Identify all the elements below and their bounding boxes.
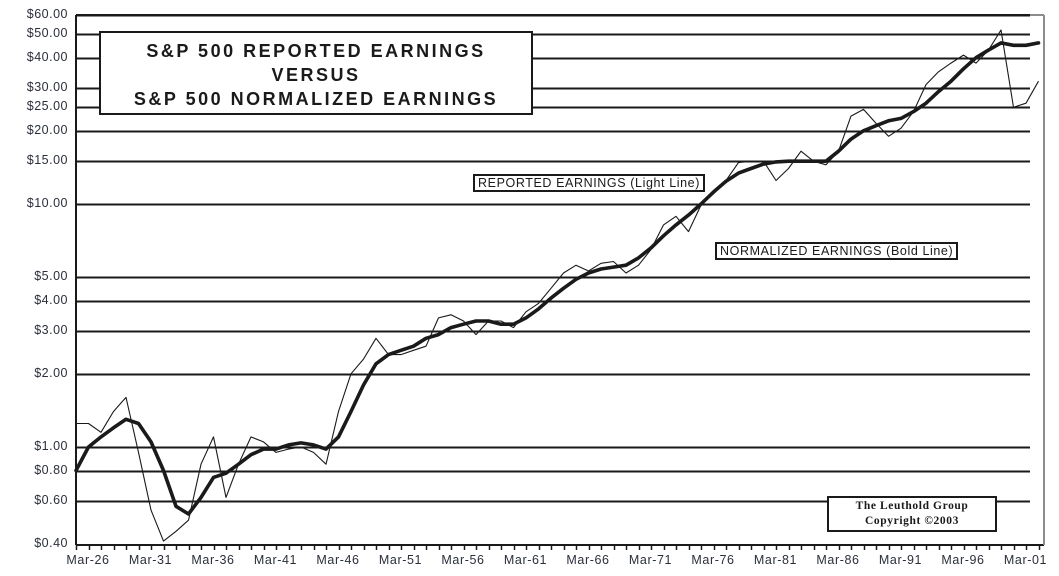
chart-title-line-3: S&P 500 NORMALIZED EARNINGS	[133, 89, 499, 109]
x-tick-label: Mar-01	[1003, 553, 1048, 567]
x-tick-label: Mar-86	[816, 553, 860, 567]
normalized-earnings-line	[74, 41, 1041, 516]
y-tick-label: $0.40	[34, 536, 68, 550]
y-tick-label: $30.00	[26, 80, 68, 94]
credit-company: The Leuthold Group	[855, 500, 969, 512]
x-tick-label: Mar-46	[316, 553, 360, 567]
plot-frame	[75, 14, 1045, 546]
x-tick-label: Mar-96	[941, 553, 985, 567]
x-tick-label: Mar-31	[128, 553, 173, 567]
y-tick-label: $0.60	[34, 493, 68, 507]
x-tick-label: Mar-51	[378, 553, 423, 567]
y-tick-label: $20.00	[26, 123, 68, 137]
x-tick-label: Mar-91	[878, 553, 923, 567]
chart-title-line-2: VERSUS	[271, 65, 361, 85]
chart-title-box: S&P 500 REPORTED EARNINGS VERSUS S&P 500…	[99, 31, 533, 115]
x-tick-label: Mar-36	[191, 553, 235, 567]
gridlines	[76, 14, 1030, 503]
x-tick-label: Mar-81	[753, 553, 798, 567]
x-tick-label: Mar-56	[441, 553, 485, 567]
copyright-box: The Leuthold Group Copyright ©2003	[827, 496, 997, 532]
x-axis-ticks	[75, 545, 1041, 550]
y-tick-label: $0.80	[34, 463, 68, 477]
y-tick-label: $15.00	[26, 153, 68, 167]
y-tick-label: $50.00	[26, 26, 68, 40]
x-tick-label: Mar-76	[691, 553, 735, 567]
reported-earnings-annotation: REPORTED EARNINGS (Light Line)	[473, 174, 705, 192]
y-tick-label: $2.00	[34, 366, 68, 380]
y-tick-label: $10.00	[26, 196, 68, 210]
y-tick-label: $1.00	[34, 439, 68, 453]
y-tick-label: $3.00	[34, 323, 68, 337]
y-tick-label: $25.00	[26, 99, 68, 113]
x-tick-label: Mar-71	[628, 553, 673, 567]
y-tick-label: $4.00	[34, 293, 68, 307]
normalized-earnings-annotation: NORMALIZED EARNINGS (Bold Line)	[715, 242, 959, 260]
x-tick-label: Mar-61	[503, 553, 548, 567]
credit-copyright: Copyright ©2003	[865, 515, 959, 527]
x-tick-label: Mar-26	[66, 553, 110, 567]
y-tick-label: $60.00	[26, 7, 68, 21]
x-tick-label: Mar-66	[566, 553, 610, 567]
y-tick-label: $40.00	[26, 50, 68, 64]
x-tick-label: Mar-41	[253, 553, 298, 567]
chart-title-line-1: S&P 500 REPORTED EARNINGS	[146, 41, 486, 61]
y-tick-label: $5.00	[34, 269, 68, 283]
